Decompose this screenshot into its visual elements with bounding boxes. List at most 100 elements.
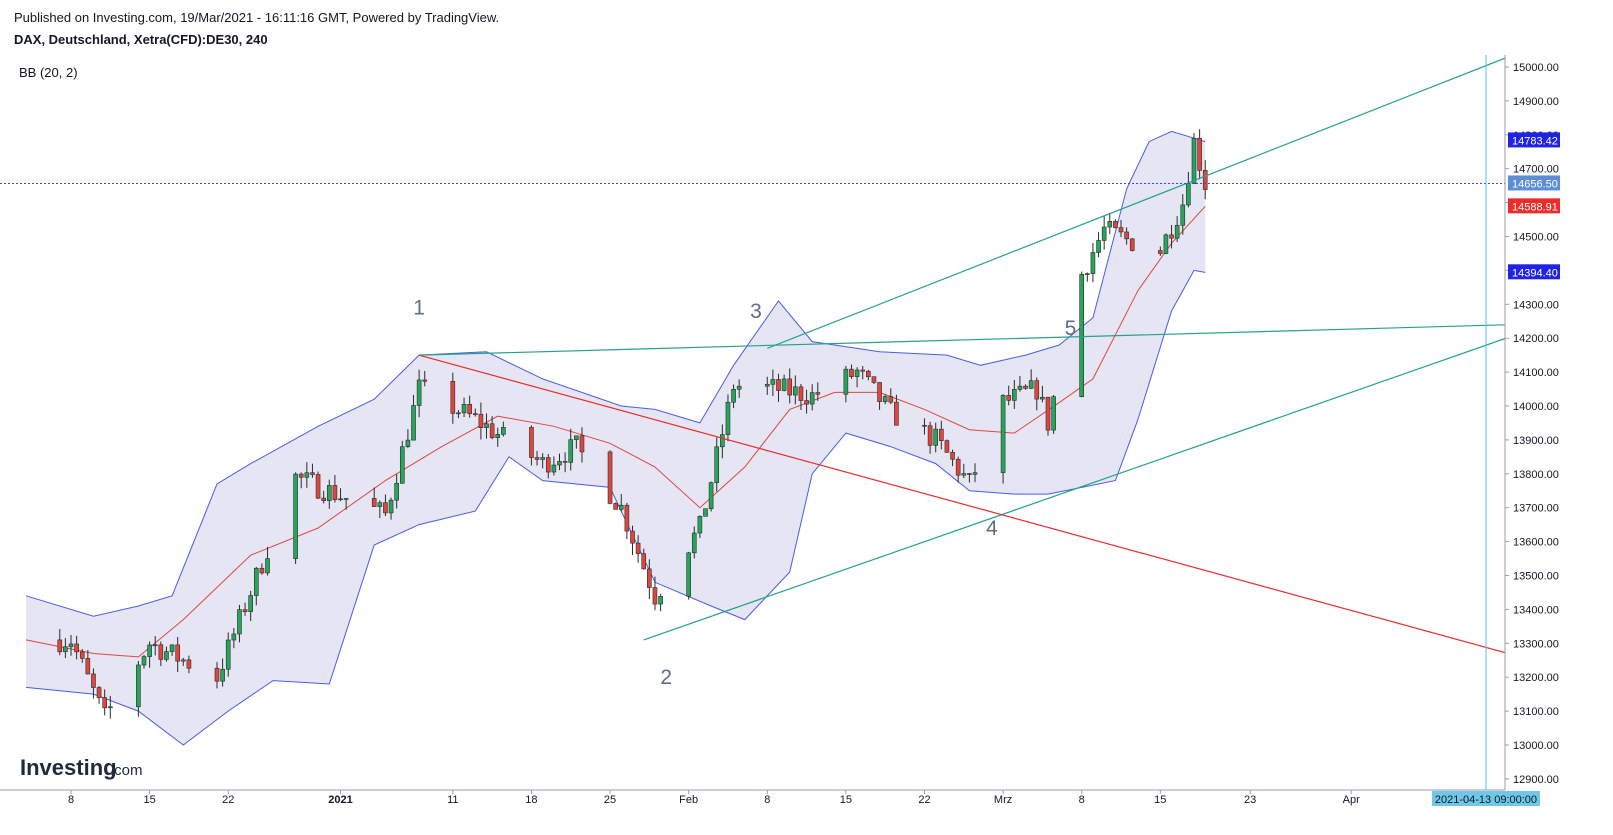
candle-body xyxy=(607,451,613,504)
candle xyxy=(641,548,647,570)
published-info: Published on Investing.com, 19/Mar/2021 … xyxy=(14,10,500,25)
candle-body xyxy=(405,439,411,447)
candle-body xyxy=(764,383,770,387)
candle xyxy=(697,515,703,538)
candle xyxy=(85,650,91,675)
time-tick-label: 15 xyxy=(1154,794,1166,806)
candle xyxy=(776,373,781,402)
candle-body xyxy=(394,482,399,501)
candle-body xyxy=(1051,396,1056,431)
candle xyxy=(950,449,955,467)
trendlines-group[interactable] xyxy=(418,57,1613,688)
candle xyxy=(338,488,343,502)
candle xyxy=(422,370,428,387)
bollinger-upper-line xyxy=(25,130,1206,617)
candle-body xyxy=(253,567,259,596)
candle-body xyxy=(164,651,169,660)
candle-body xyxy=(624,504,630,532)
candle-body xyxy=(714,446,720,483)
candle-body xyxy=(540,457,545,460)
candle xyxy=(933,422,939,453)
candle xyxy=(181,657,186,666)
time-tick-group: 8 15 22 2021 11 18 25 Feb 8 15 22 Mrz 8 15 23 Apr xyxy=(68,790,1360,806)
candle-body xyxy=(377,502,383,507)
candle xyxy=(1202,160,1208,200)
candle-body xyxy=(1107,220,1113,228)
candle xyxy=(169,644,175,656)
candle xyxy=(152,636,158,656)
candle-body xyxy=(843,368,849,395)
candle xyxy=(736,379,742,398)
candle xyxy=(1090,242,1096,283)
candle-body xyxy=(950,451,955,460)
price-tick-label: 14700.00 xyxy=(1513,164,1559,176)
price-axis[interactable]: 12900.00 13000.00 13100.00 13200.00 13300.00… xyxy=(1504,55,1560,790)
candle-body xyxy=(1101,226,1107,241)
candle xyxy=(720,424,725,459)
candle xyxy=(68,635,74,656)
candle xyxy=(691,526,697,559)
candle xyxy=(939,420,944,450)
candle-body xyxy=(501,427,506,435)
trendline-triangle-top xyxy=(419,324,1505,356)
investing-logo: Investing .com xyxy=(20,755,143,780)
candle-body xyxy=(1191,137,1197,184)
candle-body xyxy=(332,485,338,501)
candle-body xyxy=(933,428,939,446)
candle xyxy=(399,440,405,484)
price-tick-label: 14900.00 xyxy=(1513,96,1559,108)
candle-body xyxy=(534,457,540,460)
candle-body xyxy=(68,643,74,648)
candle-body xyxy=(736,385,742,390)
candle-body xyxy=(691,532,697,554)
candle xyxy=(79,649,85,663)
candle-body xyxy=(1197,137,1202,171)
candle xyxy=(1191,133,1197,185)
candle xyxy=(967,472,972,483)
candle xyxy=(495,427,501,447)
indicator-label[interactable]: BB (20, 2) xyxy=(19,65,78,80)
candle-body xyxy=(1169,234,1174,239)
candle-body xyxy=(461,403,467,414)
candle xyxy=(1034,377,1040,411)
time-tick-label: 25 xyxy=(604,794,616,806)
symbol-title: DAX, Deutschland, Xetra(CFD):DE30, 240 xyxy=(14,32,268,47)
wave-label-2: 2 xyxy=(660,666,672,689)
candle xyxy=(304,462,310,488)
time-tick-label: 15 xyxy=(143,794,155,806)
candle-body xyxy=(326,485,332,501)
candle-body xyxy=(1085,273,1090,275)
time-axis[interactable]: 8 15 22 2021 11 18 25 Feb 8 15 22 Mrz 8 15 23 Apr 2021-… xyxy=(0,789,1540,806)
candle xyxy=(175,637,180,673)
price-tag-box xyxy=(1508,264,1560,280)
candle xyxy=(141,654,147,669)
candle xyxy=(877,382,882,410)
candle-body xyxy=(57,639,63,653)
candle xyxy=(618,493,624,512)
candle xyxy=(136,660,141,717)
candle xyxy=(658,593,663,612)
candle-body xyxy=(860,369,866,372)
bollinger-basis-line xyxy=(26,205,1206,658)
candle-body xyxy=(1163,234,1169,254)
price-tick-label: 13400.00 xyxy=(1513,604,1559,616)
candle xyxy=(63,638,68,659)
price-tag-box xyxy=(1508,198,1560,214)
candle xyxy=(540,453,545,469)
price-tick-label: 14300.00 xyxy=(1513,299,1559,311)
candle-body xyxy=(574,435,579,440)
candle xyxy=(866,369,871,381)
candle xyxy=(321,490,326,504)
candle xyxy=(1051,395,1056,434)
candle xyxy=(551,456,557,476)
time-tick-label: 8 xyxy=(764,794,770,806)
candle-body xyxy=(1034,380,1040,400)
candle-body xyxy=(686,552,691,597)
candle xyxy=(607,450,613,505)
candle-body xyxy=(147,644,152,657)
candle-body xyxy=(338,498,343,501)
candle xyxy=(484,413,489,439)
bollinger-lower-line xyxy=(26,269,1206,746)
